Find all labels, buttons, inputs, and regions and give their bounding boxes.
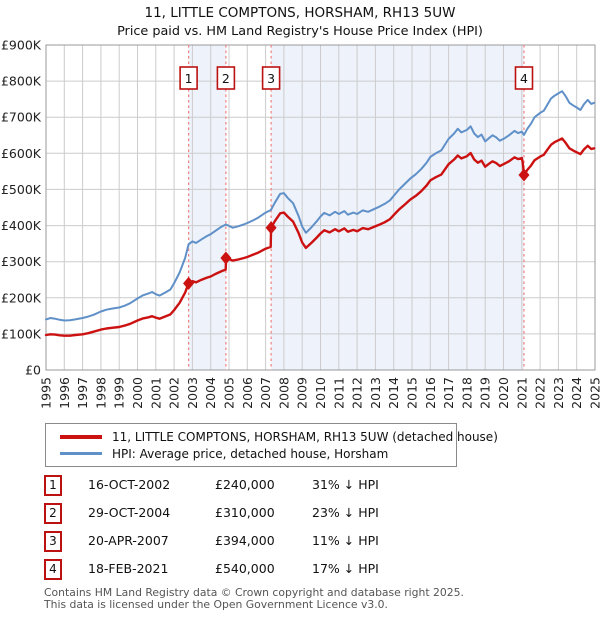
sale-marker-diamond bbox=[518, 168, 530, 182]
chart-legend: 11, LITTLE COMPTONS, HORSHAM, RH13 5UW (… bbox=[45, 423, 498, 467]
chart-title: 11, LITTLE COMPTONS, HORSHAM, RH13 5UW bbox=[144, 5, 456, 21]
x-tick-label: 2020 bbox=[496, 377, 511, 409]
sale-event-row-3: 3 20-APR-2007 £394,000 11% ↓ HPI bbox=[43, 528, 583, 556]
x-tick-label: 2001 bbox=[148, 377, 163, 409]
event-date: 29-OCT-2004 bbox=[88, 505, 171, 520]
x-tick-label: 2024 bbox=[569, 377, 584, 409]
x-tick-label: 2007 bbox=[258, 377, 273, 409]
sale-events-table: 1 16-OCT-2002 £240,000 31% ↓ HPI 2 29-OC… bbox=[43, 472, 583, 584]
x-tick-label: 2014 bbox=[386, 377, 401, 409]
x-tick-label: 2016 bbox=[423, 377, 438, 409]
price-line bbox=[44, 137, 596, 337]
x-tick-label: 1996 bbox=[57, 377, 72, 409]
event-price: £310,000 bbox=[215, 505, 275, 520]
x-tick-label: 2004 bbox=[203, 377, 218, 409]
hpi-line bbox=[45, 90, 596, 322]
x-tick-label: 2015 bbox=[405, 377, 420, 409]
legend-item-hpi: HPI: Average price, detached house, Hors… bbox=[54, 445, 448, 462]
y-tick-label: £100K bbox=[1, 326, 42, 341]
x-tick-label: 2025 bbox=[588, 377, 600, 409]
x-tick-label: 2009 bbox=[295, 377, 310, 409]
event-number-badge: 1 bbox=[44, 475, 62, 496]
x-tick-label: 2005 bbox=[222, 377, 237, 409]
sale-number-box bbox=[216, 66, 236, 90]
ownership-band bbox=[188, 45, 226, 370]
y-tick-label: £700K bbox=[1, 110, 42, 125]
legend-label-hpi: HPI: Average price, detached house, Hors… bbox=[112, 446, 389, 461]
license-footer: Contains HM Land Registry data © Crown c… bbox=[44, 587, 464, 610]
x-tick-label: 1997 bbox=[75, 377, 90, 409]
y-tick-label: £200K bbox=[1, 290, 42, 305]
event-price: £540,000 bbox=[215, 561, 275, 576]
sale-marker-diamond bbox=[183, 276, 195, 290]
x-tick-label: 2011 bbox=[331, 377, 346, 409]
footer-line-2: This data is licensed under the Open Gov… bbox=[44, 597, 388, 611]
sale-number-label: 2 bbox=[222, 71, 230, 86]
sale-number-box bbox=[514, 66, 534, 90]
x-tick-label: 2019 bbox=[478, 377, 493, 409]
x-tick-label: 1998 bbox=[93, 377, 108, 409]
x-tick-label: 2018 bbox=[459, 377, 474, 409]
event-number-badge: 3 bbox=[44, 531, 62, 552]
price-chart: 1 2 3 4 £0 £100K £200K £300K £400K £500K £600K £700… bbox=[1, 38, 600, 409]
sale-marker-diamond bbox=[220, 251, 232, 265]
footer-line-1: Contains HM Land Registry data © Crown c… bbox=[44, 586, 464, 599]
ownership-band bbox=[271, 45, 524, 370]
x-tick-label: 2023 bbox=[551, 377, 566, 409]
event-hpi-diff: 23% ↓ HPI bbox=[312, 505, 379, 520]
sale-marker-diamond bbox=[265, 221, 277, 235]
event-date: 16-OCT-2002 bbox=[88, 477, 171, 492]
y-tick-label: £0 bbox=[25, 363, 41, 378]
legend-label-price: 11, LITTLE COMPTONS, HORSHAM, RH13 5UW (… bbox=[112, 429, 498, 444]
x-tick-label: 2021 bbox=[514, 377, 529, 409]
x-tick-label: 2013 bbox=[368, 377, 383, 409]
sale-number-label: 1 bbox=[185, 71, 193, 86]
x-tick-label: 2006 bbox=[240, 377, 255, 409]
x-tick-label: 1999 bbox=[112, 377, 127, 409]
x-tick-label: 2022 bbox=[533, 377, 548, 409]
event-hpi-diff: 31% ↓ HPI bbox=[312, 477, 379, 492]
sale-event-row-2: 2 29-OCT-2004 £310,000 23% ↓ HPI bbox=[43, 500, 583, 528]
sale-event-row-4: 4 18-FEB-2021 £540,000 17% ↓ HPI bbox=[43, 556, 583, 584]
y-tick-label: £900K bbox=[1, 38, 42, 53]
plot-frame bbox=[45, 44, 596, 371]
x-tick-label: 2010 bbox=[313, 377, 328, 409]
x-tick-label: 2003 bbox=[185, 377, 200, 409]
x-tick-label: 2002 bbox=[167, 377, 182, 409]
y-tick-label: £600K bbox=[1, 146, 42, 161]
sale-number-label: 3 bbox=[267, 71, 275, 86]
event-price: £240,000 bbox=[215, 477, 275, 492]
event-hpi-diff: 17% ↓ HPI bbox=[312, 561, 379, 576]
sale-event-row-1: 1 16-OCT-2002 £240,000 31% ↓ HPI bbox=[43, 472, 583, 500]
event-number-badge: 4 bbox=[44, 559, 62, 580]
y-tick-label: £800K bbox=[1, 74, 42, 89]
sale-number-box bbox=[261, 66, 281, 90]
x-tick-label: 1995 bbox=[39, 377, 54, 409]
event-date: 18-FEB-2021 bbox=[88, 561, 169, 576]
chart-subtitle: Price paid vs. HM Land Registry's House … bbox=[117, 24, 483, 39]
sale-number-box bbox=[179, 66, 198, 90]
legend-item-price: 11, LITTLE COMPTONS, HORSHAM, RH13 5UW (… bbox=[54, 428, 498, 445]
hpi-line-swatch bbox=[60, 452, 102, 455]
event-date: 20-APR-2007 bbox=[88, 533, 169, 548]
y-tick-label: £500K bbox=[1, 182, 42, 197]
event-number-badge: 2 bbox=[44, 503, 62, 524]
y-tick-label: £400K bbox=[1, 218, 42, 233]
sale-number-label: 4 bbox=[520, 71, 528, 86]
event-price: £394,000 bbox=[215, 533, 275, 548]
x-tick-label: 2000 bbox=[130, 377, 145, 409]
x-tick-label: 2017 bbox=[441, 377, 456, 409]
x-tick-label: 2012 bbox=[350, 377, 365, 409]
event-hpi-diff: 11% ↓ HPI bbox=[312, 533, 379, 548]
x-tick-label: 2008 bbox=[276, 377, 291, 409]
y-tick-label: £300K bbox=[1, 254, 42, 269]
price-line-swatch bbox=[60, 434, 102, 439]
